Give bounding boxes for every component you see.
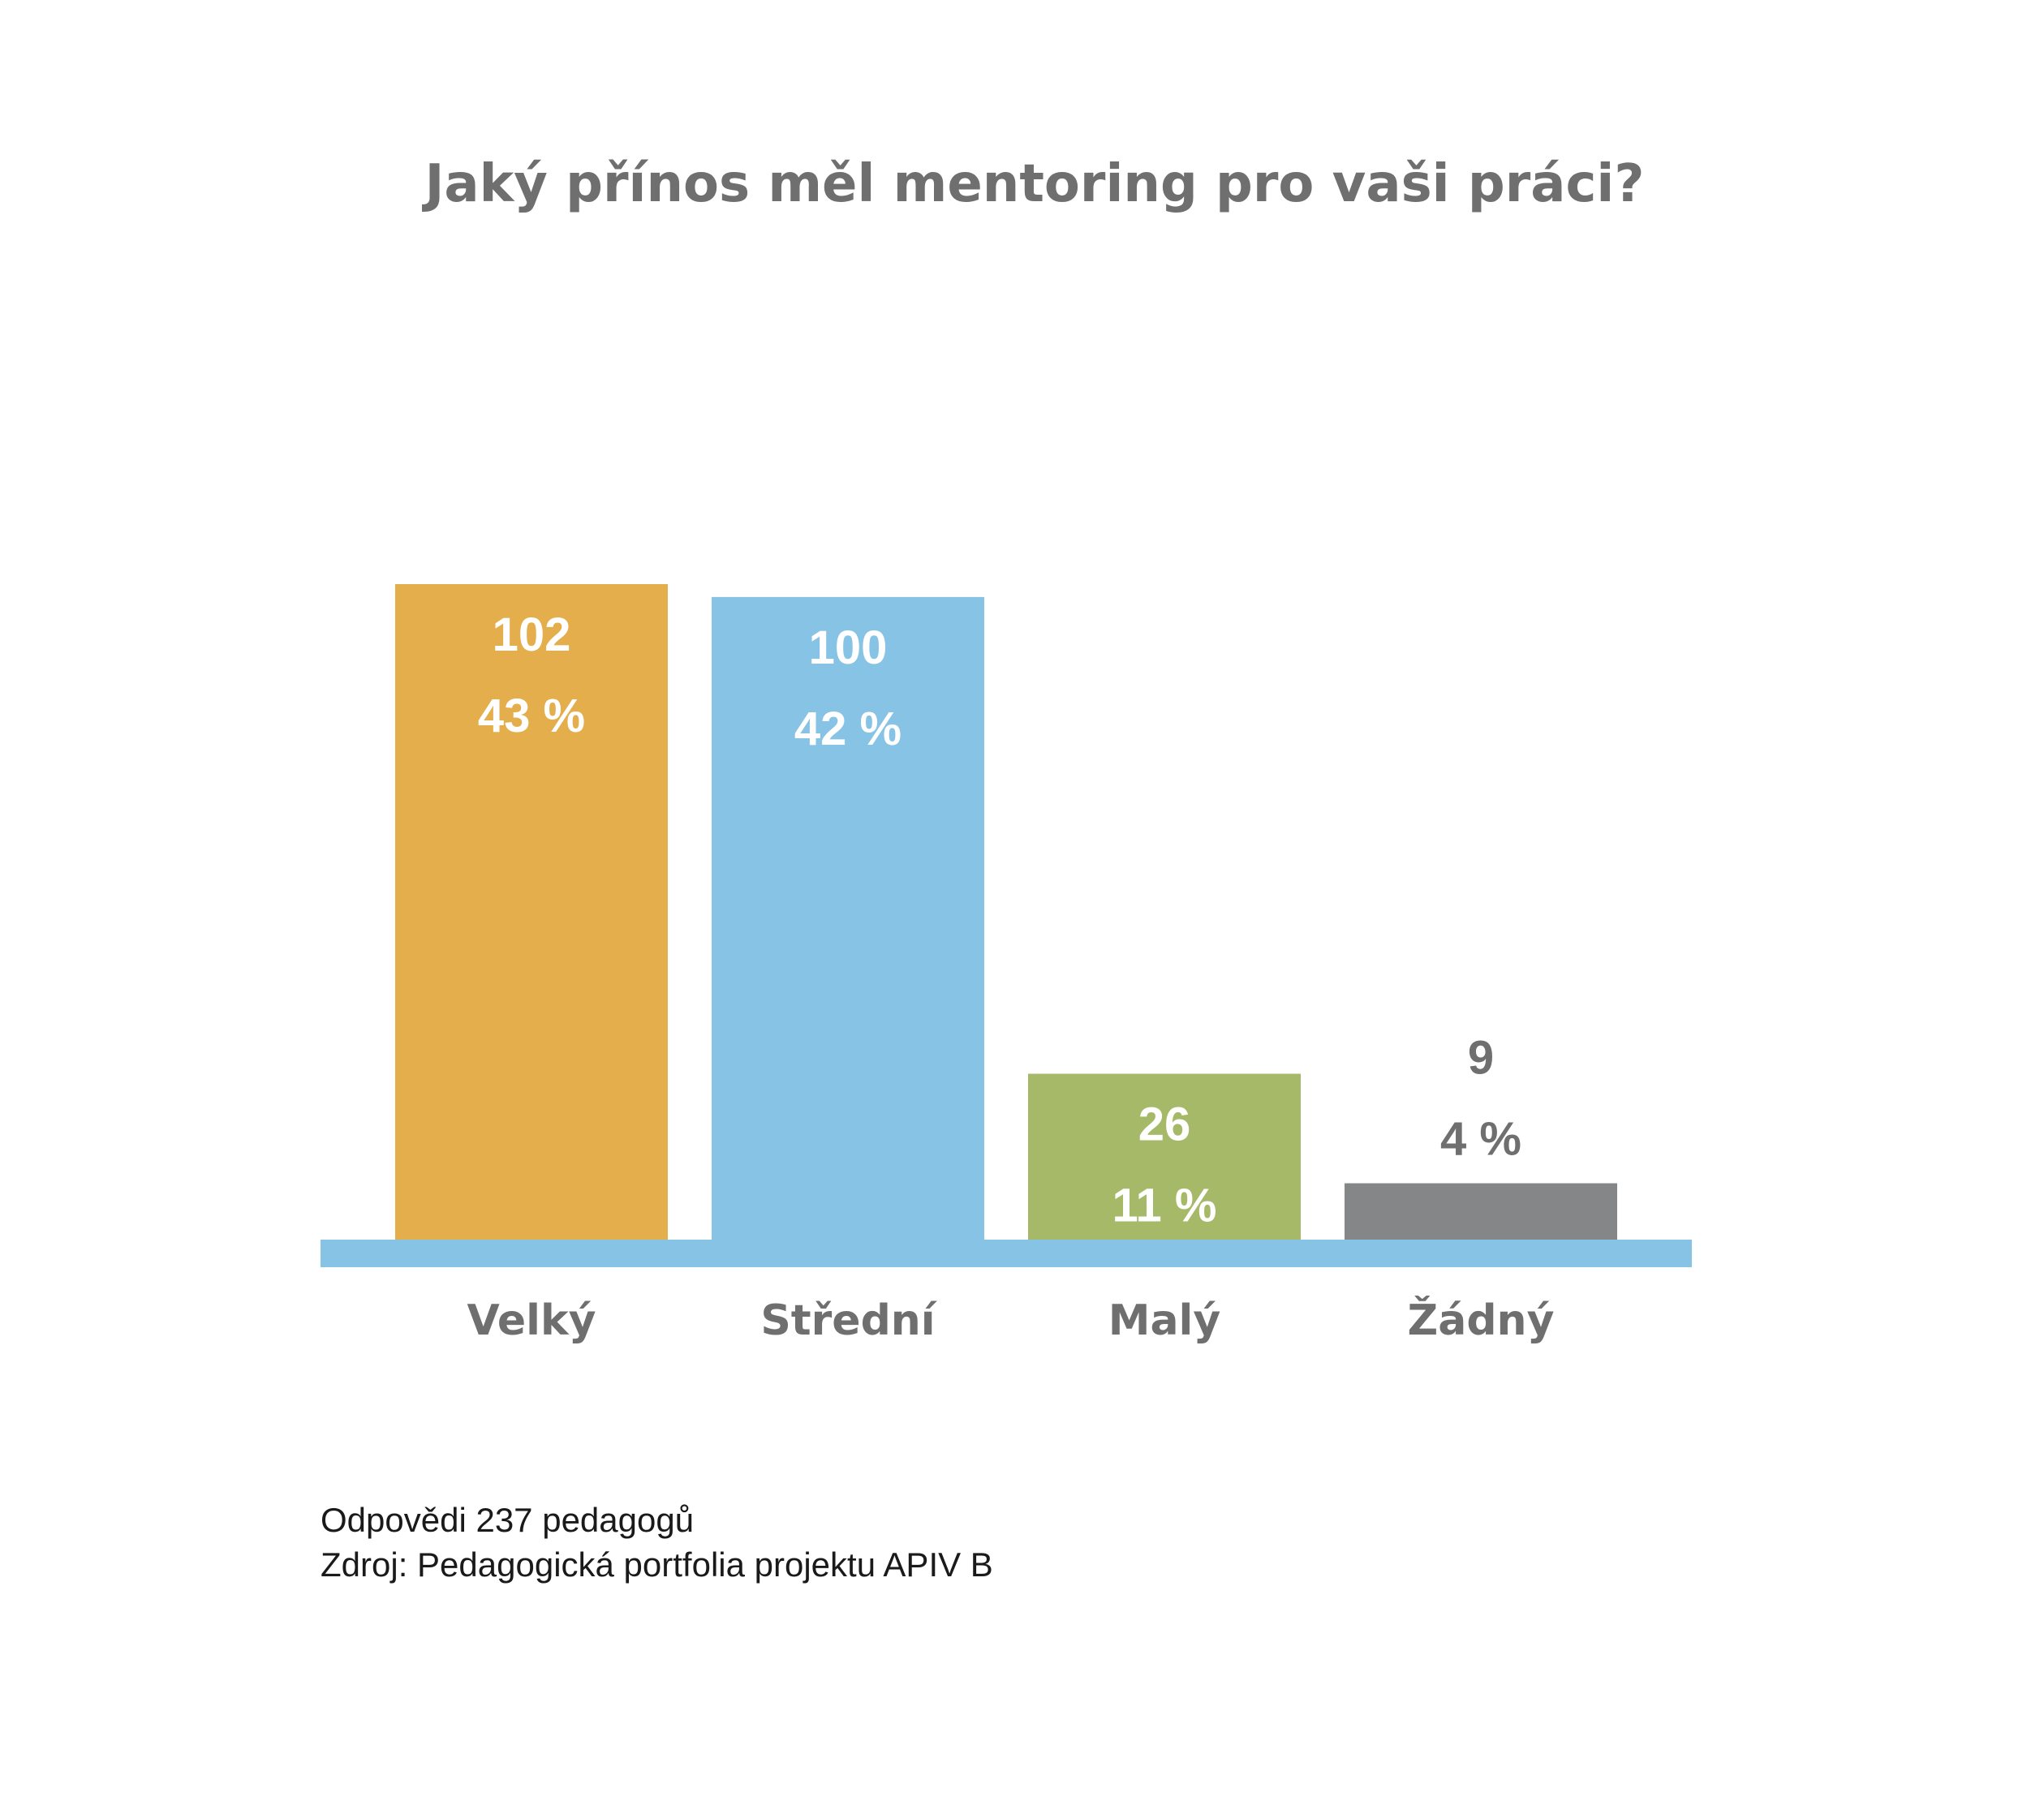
bar-percent-label-0: 43 % — [478, 690, 585, 742]
bars-group: 102 43 % 100 42 % 26 11 % 9 4 % — [395, 584, 1617, 1241]
bar-3 — [1345, 1183, 1617, 1241]
bar-value-label-2: 26 — [1138, 1098, 1191, 1151]
bar-value-label-0: 102 — [493, 608, 571, 661]
bar-value-label-1: 100 — [809, 621, 888, 674]
bar-percent-label-1: 42 % — [794, 703, 902, 755]
category-label-0: Velký — [467, 1296, 596, 1345]
category-labels: Velký Střední Malý Žádný — [467, 1296, 1555, 1345]
category-label-1: Střední — [760, 1296, 937, 1345]
bar-value-label-3: 9 — [1468, 1032, 1494, 1085]
category-label-3: Žádný — [1408, 1296, 1555, 1345]
bar-2 — [1028, 1073, 1301, 1241]
bar-percent-label-3: 4 % — [1440, 1113, 1521, 1166]
chart-title: Jaký přínos měl mentoring pro vaši práci… — [422, 154, 1645, 214]
bar-percent-label-2: 11 % — [1112, 1180, 1217, 1232]
axis-baseline — [321, 1240, 1692, 1267]
category-label-2: Malý — [1108, 1296, 1221, 1345]
source-note: Zdroj: Pedagogická portfolia projektu AP… — [321, 1545, 993, 1584]
bar-1 — [712, 596, 984, 1241]
bar-0 — [395, 584, 668, 1241]
responses-note: Odpovědi 237 pedagogů — [321, 1501, 695, 1539]
